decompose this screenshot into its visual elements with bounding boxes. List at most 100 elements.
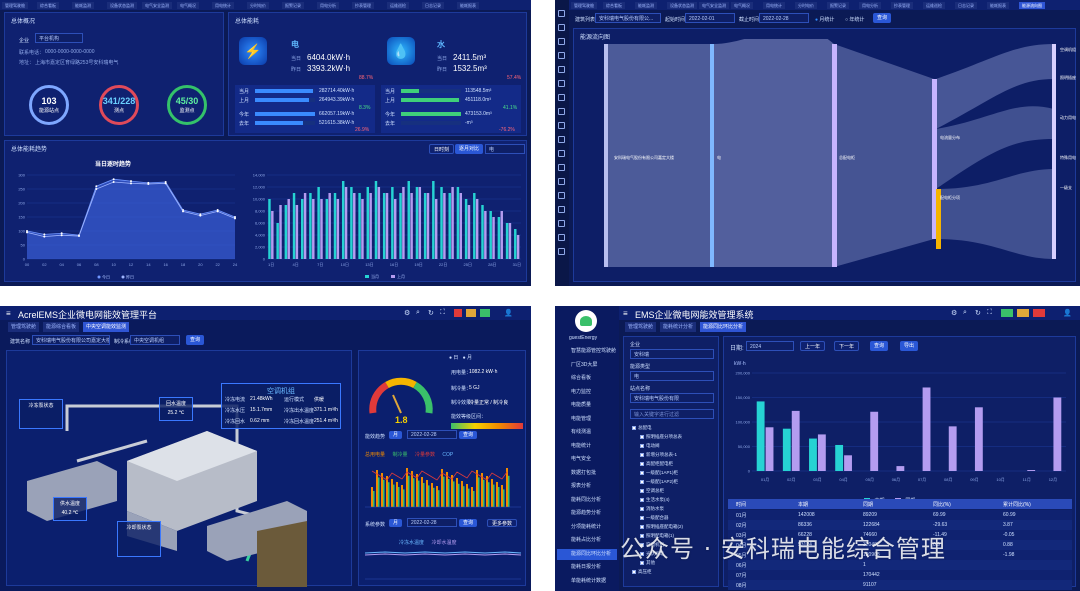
sidebar-item[interactable]: 电能质量: [571, 402, 592, 408]
sys-period-button[interactable]: 月: [389, 519, 403, 527]
checkbox[interactable]: [640, 452, 644, 457]
checkbox[interactable]: [632, 569, 636, 574]
company-select[interactable]: 平台机构: [35, 33, 83, 43]
search-icon[interactable]: ⌕: [963, 309, 967, 316]
checkbox[interactable]: [640, 524, 644, 529]
tree-node[interactable]: 照明插座分项总表: [640, 434, 682, 440]
tree-node[interactable]: 新增分项总表-1: [640, 452, 677, 458]
tab-item[interactable]: 能源流向图: [1019, 2, 1045, 9]
tree-node[interactable]: 一级配(1AP2)柜: [640, 479, 678, 485]
status-icon[interactable]: [480, 309, 490, 317]
checkbox[interactable]: [640, 434, 644, 439]
tree-node[interactable]: 空调机组: [640, 542, 664, 548]
sys-query-button[interactable]: 查询: [459, 519, 478, 527]
sidebar-item[interactable]: 能耗同比分析: [571, 496, 602, 503]
tree-node[interactable]: 光伏发电: [640, 551, 664, 557]
sidebar-item[interactable]: 能源同比环比分析: [557, 548, 617, 560]
tab-item[interactable]: 设备状态监测: [667, 2, 697, 9]
tab-item[interactable]: 电气安全监测: [699, 2, 729, 9]
prev-year-button[interactable]: 上一年: [800, 341, 826, 351]
alarm-icon[interactable]: [1033, 309, 1045, 317]
checkbox[interactable]: [640, 488, 644, 493]
tab-item[interactable]: 综合看板: [37, 2, 59, 9]
tree-node[interactable]: 高配柜配电柜: [640, 461, 673, 467]
sys-date[interactable]: 2022-02-28: [407, 518, 457, 527]
tree-search-input[interactable]: 输入关键字进行过滤: [630, 409, 714, 419]
doc-icon[interactable]: [558, 122, 565, 129]
tab-item[interactable]: 能源同比环比分析: [700, 322, 747, 332]
warning-icon[interactable]: [466, 309, 476, 317]
checkbox[interactable]: [640, 533, 644, 538]
tab-item[interactable]: 日志记录: [955, 2, 977, 9]
tab-item[interactable]: 管理驾驶舱: [625, 322, 657, 332]
refresh-icon[interactable]: ↻: [428, 310, 434, 317]
checkbox[interactable]: [640, 497, 644, 502]
list-icon[interactable]: [558, 52, 565, 59]
tab-item[interactable]: 抄表管理: [352, 2, 374, 9]
sidebar-item[interactable]: 能源趋势分析: [571, 510, 602, 516]
tab-item[interactable]: 用电分析: [859, 2, 881, 9]
sidebar-item[interactable]: 厂区3D大屏: [571, 361, 598, 368]
sidebar-item[interactable]: 报表分析: [571, 483, 592, 489]
box-icon[interactable]: [558, 192, 565, 199]
tab-item[interactable]: 用电分析: [317, 2, 339, 9]
tab-item[interactable]: 管理驾驶舱: [571, 2, 597, 9]
view-toggle[interactable]: ● 日 ● 月: [449, 355, 472, 361]
sidebar-item[interactable]: 电力监控: [571, 388, 592, 395]
sidebar-item[interactable]: 智慧能源管控驾驶舱: [571, 348, 617, 354]
tree-node[interactable]: 生活水泵(4): [640, 497, 670, 503]
tree-node[interactable]: 高压柜: [632, 569, 652, 575]
tab-item[interactable]: 能源综合看板: [43, 322, 80, 332]
bolt-icon[interactable]: [558, 38, 565, 45]
tree-node[interactable]: 消防水泵: [640, 506, 664, 512]
checkbox[interactable]: [640, 443, 644, 448]
checkbox[interactable]: [640, 506, 644, 511]
tab-item[interactable]: 能耗统计分析: [660, 322, 697, 332]
gear-icon[interactable]: ⚙: [404, 310, 411, 317]
tree-node[interactable]: 照明配电箱(1): [640, 533, 674, 539]
system-select[interactable]: 中央空调机组: [130, 335, 180, 345]
next-year-button[interactable]: 下一年: [834, 341, 860, 351]
checkbox[interactable]: [640, 560, 644, 565]
star-icon[interactable]: [558, 220, 565, 227]
energy-type-select[interactable]: 电: [630, 371, 714, 381]
tab-item[interactable]: 电气概况: [177, 2, 199, 9]
more-params-button[interactable]: 更多参数: [487, 519, 518, 527]
clock-icon[interactable]: [558, 136, 565, 143]
gear-icon[interactable]: [558, 66, 565, 73]
menu-icon[interactable]: ≡: [6, 309, 11, 318]
monthly-button[interactable]: 逐月对比: [455, 144, 484, 154]
trend-date[interactable]: 2022-02-28: [407, 430, 457, 439]
gear-icon[interactable]: ⚙: [951, 310, 958, 317]
tab-item[interactable]: 综合看板: [603, 2, 625, 9]
alarm-icon[interactable]: [454, 309, 462, 317]
sidebar-item[interactable]: 综合看板: [571, 375, 592, 381]
sidebar-item[interactable]: 有线测温: [571, 429, 592, 435]
tab-item[interactable]: 管理驾驶舱: [8, 322, 40, 332]
refresh-icon[interactable]: ↻: [975, 310, 981, 317]
status-icon[interactable]: [1001, 309, 1013, 317]
tab-item[interactable]: 电气安全监测: [142, 2, 172, 9]
link-icon[interactable]: [558, 206, 565, 213]
tab-item[interactable]: 能耗监测: [635, 2, 657, 9]
sidebar-item[interactable]: 电气安全: [571, 456, 592, 462]
building-select[interactable]: 安科瑞电气股份有限公司嘉定大楼: [32, 335, 110, 345]
export-button[interactable]: 导出: [900, 341, 919, 351]
tab-item[interactable]: 能耗报表: [457, 2, 479, 9]
radio-month[interactable]: ● 月统计: [815, 17, 835, 23]
pin-icon[interactable]: [558, 234, 565, 241]
user-icon[interactable]: 👤: [504, 310, 513, 317]
tab-item[interactable]: 报警记录: [282, 2, 304, 9]
energy-type-select[interactable]: 电: [485, 144, 525, 154]
sidebar-item[interactable]: 电能统计: [571, 442, 592, 449]
tree-node[interactable]: 总配电: [632, 425, 652, 431]
trend-query-button[interactable]: 查询: [459, 431, 478, 439]
checkbox[interactable]: [640, 551, 644, 556]
tab-item[interactable]: 分时电价: [247, 2, 269, 9]
tab-item[interactable]: 中央空调能效监测: [83, 322, 130, 332]
warning-icon[interactable]: [1017, 309, 1029, 317]
grid-icon[interactable]: [558, 150, 565, 157]
tool-icon[interactable]: [558, 178, 565, 185]
checkbox[interactable]: [632, 425, 636, 430]
sidebar-item[interactable]: 数据打包批: [571, 469, 597, 476]
